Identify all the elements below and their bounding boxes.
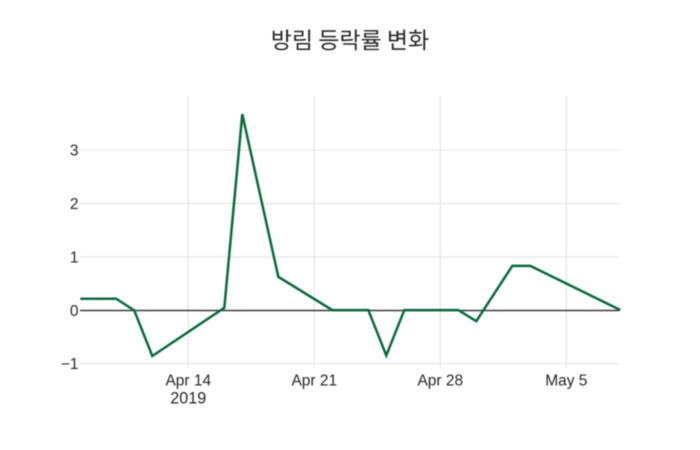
svg-text:−1: −1 (61, 356, 79, 373)
svg-text:3: 3 (70, 143, 79, 160)
svg-text:2019: 2019 (170, 390, 206, 408)
svg-text:May 5: May 5 (545, 373, 587, 390)
svg-text:Apr 14: Apr 14 (165, 373, 211, 390)
svg-text:Apr 21: Apr 21 (291, 373, 337, 390)
svg-text:0: 0 (70, 303, 79, 320)
svg-text:1: 1 (70, 250, 79, 267)
svg-text:Apr 28: Apr 28 (417, 373, 463, 390)
svg-text:2: 2 (70, 196, 79, 213)
